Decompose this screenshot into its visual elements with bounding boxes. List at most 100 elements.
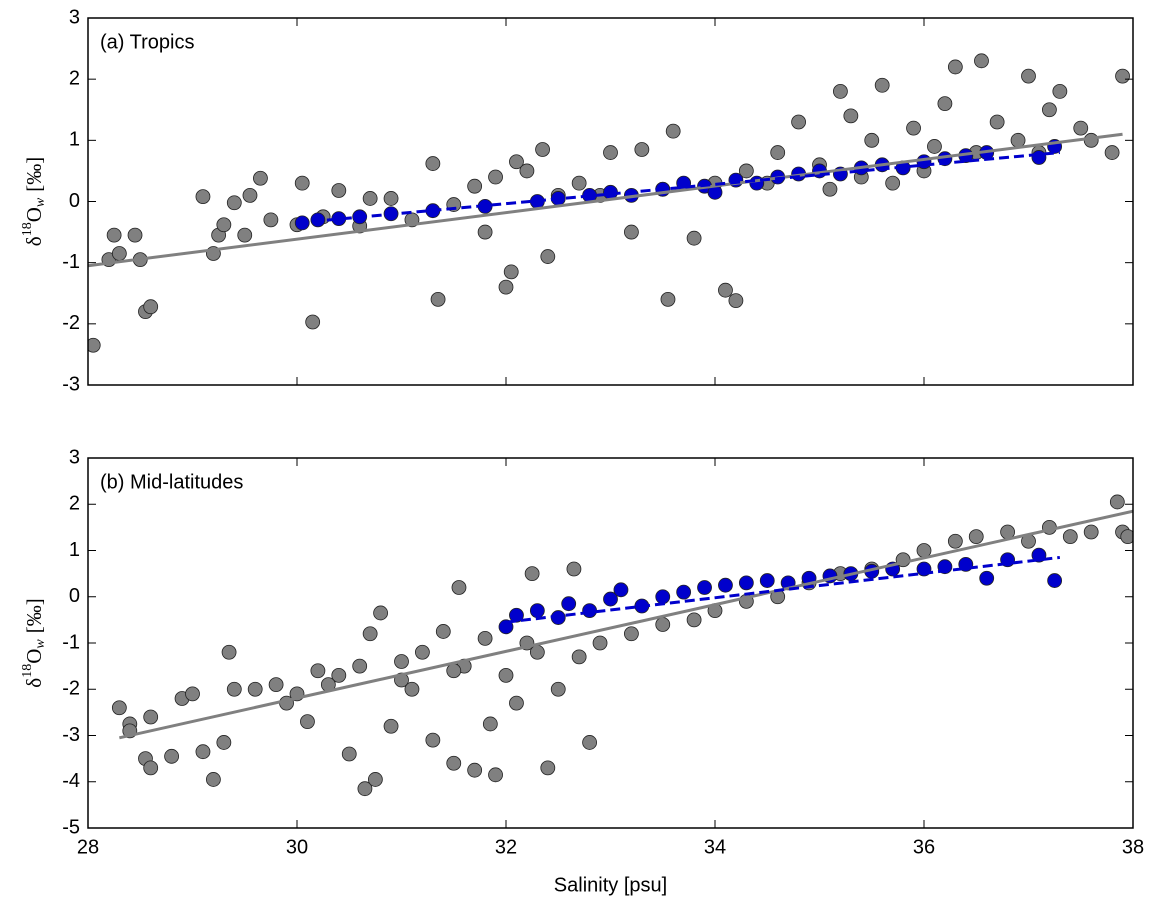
point	[143, 760, 159, 776]
point	[874, 77, 890, 93]
annotation: (b) Mid-latitudes	[100, 471, 243, 493]
point	[425, 732, 441, 748]
point	[791, 114, 806, 130]
y-label-part: [‰]	[22, 157, 46, 192]
point	[367, 772, 383, 787]
point	[561, 596, 577, 612]
point	[357, 781, 373, 797]
point	[216, 217, 232, 233]
x-tick-label: 36	[913, 836, 935, 858]
x-tick-label: 28	[77, 836, 99, 858]
y-label-part: [‰]	[22, 598, 46, 633]
point	[362, 191, 378, 206]
point	[247, 681, 263, 697]
point	[1047, 573, 1063, 588]
point	[1073, 120, 1089, 136]
point	[885, 175, 901, 191]
point	[88, 337, 101, 353]
plot-area	[88, 53, 1130, 353]
point	[582, 603, 597, 619]
point	[1021, 68, 1036, 84]
point	[263, 212, 279, 228]
point	[435, 624, 451, 639]
point	[603, 145, 618, 160]
y-tick-label: -2	[62, 312, 80, 334]
y-tick-label: 0	[69, 190, 80, 212]
point	[968, 529, 984, 545]
point	[1062, 529, 1078, 545]
point	[446, 663, 462, 679]
y-label-part: 18	[20, 664, 35, 678]
point	[676, 584, 692, 600]
point	[488, 767, 503, 783]
point	[728, 293, 744, 308]
x-axis-label: Salinity [psu]	[554, 874, 667, 896]
point	[451, 580, 467, 595]
point	[759, 573, 775, 588]
point	[111, 246, 127, 261]
y-tick-label: -3	[62, 373, 80, 395]
point	[738, 575, 754, 591]
point	[477, 224, 493, 240]
point	[226, 195, 242, 211]
point	[294, 175, 310, 191]
point	[1115, 68, 1130, 84]
point	[624, 224, 639, 240]
point	[509, 154, 524, 170]
point	[634, 142, 650, 157]
point	[106, 227, 122, 243]
point	[498, 667, 514, 683]
point	[1052, 84, 1068, 99]
point	[1010, 132, 1026, 148]
point	[482, 716, 498, 732]
point	[127, 227, 143, 243]
point	[352, 658, 368, 674]
point	[237, 227, 253, 243]
point	[195, 189, 211, 205]
point	[655, 589, 671, 605]
x-tick-label: 30	[286, 836, 308, 858]
y-tick-label: -1	[62, 251, 80, 273]
point	[738, 163, 754, 179]
y-label-part: O	[22, 207, 46, 222]
point	[947, 533, 963, 549]
point	[509, 607, 524, 623]
point	[686, 612, 702, 628]
plot-area	[111, 494, 1133, 797]
point	[613, 582, 629, 598]
point	[843, 108, 859, 124]
point	[592, 635, 608, 651]
axes-frame	[87, 457, 1134, 829]
point	[906, 120, 921, 136]
fit-line-dashed	[296, 151, 1060, 225]
point	[979, 570, 995, 586]
point	[383, 718, 399, 734]
point	[665, 123, 681, 139]
point	[697, 580, 712, 595]
point	[686, 230, 702, 246]
point	[535, 142, 550, 157]
point	[749, 175, 765, 191]
y-label-part: δ	[22, 236, 46, 246]
y-axis-label: δ18Ow [‰]	[20, 157, 48, 246]
point	[718, 577, 733, 593]
point	[822, 181, 838, 197]
point	[414, 644, 430, 660]
annotation: (a) Tropics	[100, 31, 194, 53]
point	[300, 714, 315, 730]
y-label-part: w	[33, 639, 48, 649]
point	[331, 667, 347, 683]
point	[1104, 145, 1120, 160]
point	[582, 735, 597, 750]
point	[540, 249, 556, 264]
point	[519, 163, 535, 179]
y-tick-label: -4	[62, 770, 80, 792]
point	[216, 735, 232, 750]
point	[833, 84, 848, 99]
fit-line	[119, 509, 1133, 740]
point	[989, 114, 1005, 130]
point	[446, 755, 462, 771]
point	[164, 748, 180, 764]
point	[253, 170, 268, 186]
point	[331, 183, 347, 198]
